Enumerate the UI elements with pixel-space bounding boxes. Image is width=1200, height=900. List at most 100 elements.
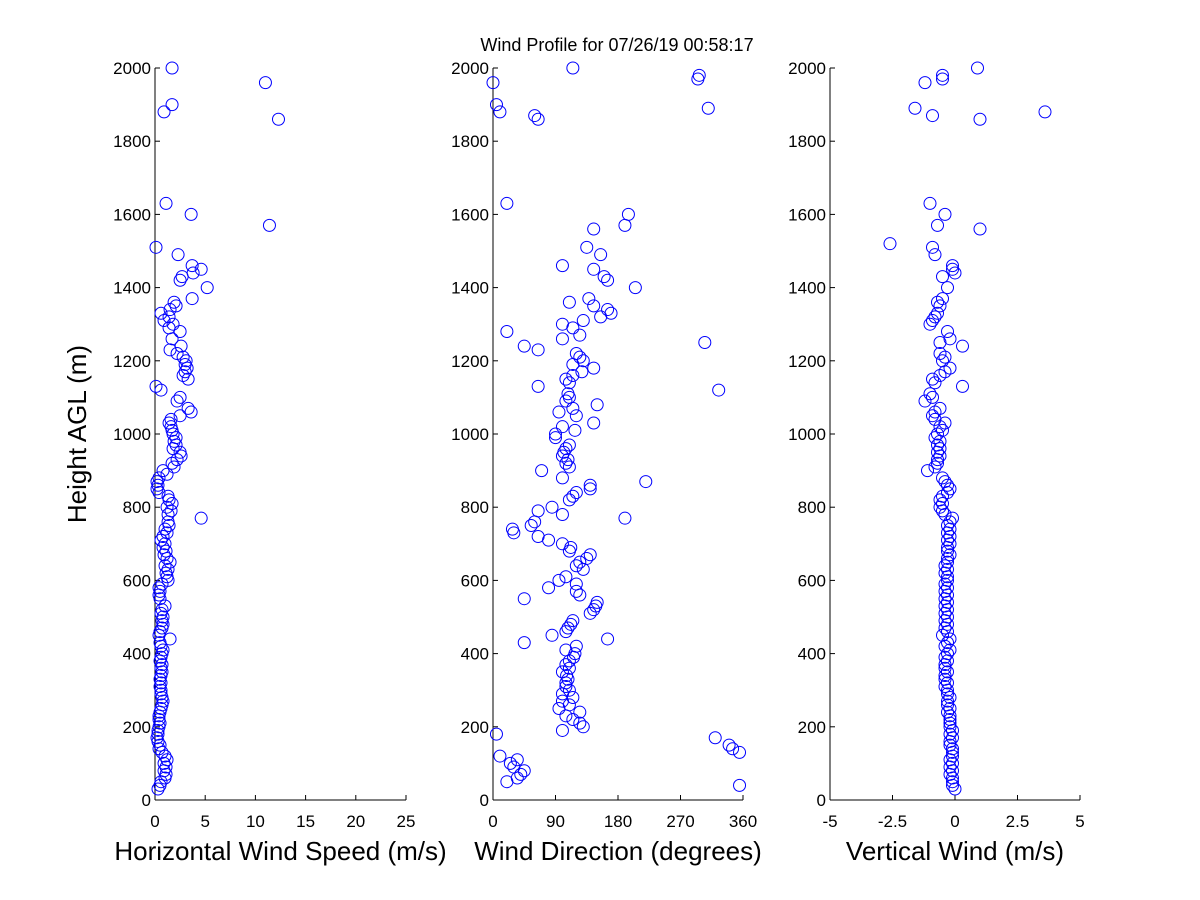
data-point bbox=[555, 508, 569, 522]
data-point bbox=[928, 412, 942, 426]
data-point bbox=[566, 712, 580, 726]
data-point bbox=[167, 434, 181, 448]
data-point bbox=[569, 486, 583, 500]
data-point bbox=[510, 771, 524, 785]
x-tick-label: 0 bbox=[488, 812, 497, 831]
data-point bbox=[186, 266, 200, 280]
x-tick-label: 0 bbox=[150, 812, 159, 831]
data-point bbox=[933, 299, 947, 313]
data-point bbox=[552, 405, 566, 419]
data-point bbox=[194, 511, 208, 525]
data-point bbox=[555, 665, 569, 679]
data-point bbox=[156, 540, 170, 554]
data-point bbox=[941, 676, 954, 690]
data-point bbox=[528, 109, 542, 123]
x-tick-label: 90 bbox=[546, 812, 565, 831]
data-point bbox=[943, 515, 957, 529]
data-point bbox=[587, 262, 601, 276]
data-point bbox=[938, 416, 952, 430]
x-tick-label: -2.5 bbox=[878, 812, 907, 831]
data-point bbox=[531, 504, 545, 518]
data-point bbox=[941, 647, 954, 661]
y-tick-label: 2000 bbox=[451, 59, 489, 78]
data-point bbox=[569, 346, 583, 360]
data-point bbox=[153, 738, 167, 752]
data-point bbox=[562, 460, 576, 474]
data-point bbox=[486, 76, 500, 90]
data-point bbox=[555, 537, 569, 551]
data-point bbox=[712, 383, 726, 397]
data-point bbox=[165, 98, 179, 112]
data-point bbox=[973, 112, 987, 126]
data-point bbox=[936, 471, 949, 485]
data-point bbox=[601, 303, 615, 317]
data-point bbox=[559, 680, 573, 694]
data-point bbox=[159, 196, 173, 210]
data-point bbox=[926, 240, 939, 254]
data-point bbox=[562, 376, 576, 390]
data-point bbox=[931, 445, 944, 459]
x-tick-label: 2.5 bbox=[1006, 812, 1030, 831]
data-point bbox=[590, 595, 604, 609]
data-point bbox=[159, 760, 173, 774]
data-point bbox=[573, 716, 587, 730]
data-point bbox=[943, 702, 957, 715]
y-tick-label: 400 bbox=[461, 645, 489, 664]
data-point bbox=[155, 603, 169, 617]
data-point bbox=[941, 581, 954, 595]
data-point bbox=[566, 368, 580, 382]
data-point bbox=[926, 372, 939, 386]
data-point bbox=[531, 343, 545, 357]
data-point bbox=[926, 390, 939, 404]
data-point bbox=[938, 650, 952, 664]
data-point bbox=[194, 262, 208, 276]
data-point bbox=[941, 544, 954, 558]
data-point bbox=[941, 281, 954, 295]
data-point bbox=[200, 281, 214, 295]
data-point bbox=[152, 486, 166, 500]
data-point bbox=[936, 292, 949, 306]
data-point bbox=[583, 548, 597, 562]
data-point bbox=[167, 460, 181, 474]
data-point bbox=[941, 705, 954, 719]
y-tick-label: 1000 bbox=[788, 425, 826, 444]
data-point bbox=[941, 687, 954, 701]
data-point bbox=[559, 658, 573, 672]
data-point bbox=[258, 76, 272, 90]
data-point bbox=[562, 493, 576, 507]
data-point bbox=[908, 101, 922, 115]
data-point bbox=[698, 336, 712, 349]
data-point bbox=[569, 639, 583, 653]
data-point bbox=[555, 317, 569, 331]
data-point bbox=[933, 449, 947, 463]
data-point bbox=[151, 727, 165, 741]
data-point bbox=[165, 497, 179, 511]
data-point bbox=[943, 753, 957, 767]
data-point bbox=[162, 416, 176, 430]
data-point bbox=[185, 259, 199, 273]
subplot-vertical: 0 200 400 600 800 1000 1200 1400 1600 1800 2000 -5 -… bbox=[788, 59, 1085, 866]
data-point bbox=[489, 727, 503, 741]
x-tick-label: 0 bbox=[950, 812, 959, 831]
data-point bbox=[531, 379, 545, 393]
data-point bbox=[555, 471, 569, 485]
data-point bbox=[163, 632, 177, 646]
data-point bbox=[946, 731, 959, 745]
x-tick-label: 25 bbox=[397, 812, 416, 831]
data-point bbox=[931, 438, 944, 452]
data-point bbox=[941, 694, 954, 708]
x-axis-label: Wind Direction (degrees) bbox=[474, 836, 762, 866]
data-point bbox=[943, 482, 957, 496]
data-point bbox=[938, 577, 952, 591]
data-point bbox=[559, 394, 573, 408]
data-point bbox=[561, 387, 575, 401]
data-point bbox=[936, 72, 949, 86]
data-point bbox=[628, 281, 642, 295]
data-point bbox=[505, 522, 519, 536]
y-tick-label: 200 bbox=[461, 718, 489, 737]
data-point bbox=[155, 658, 169, 672]
data-point bbox=[545, 500, 559, 514]
x-axis-label: Vertical Wind (m/s) bbox=[846, 836, 1064, 866]
